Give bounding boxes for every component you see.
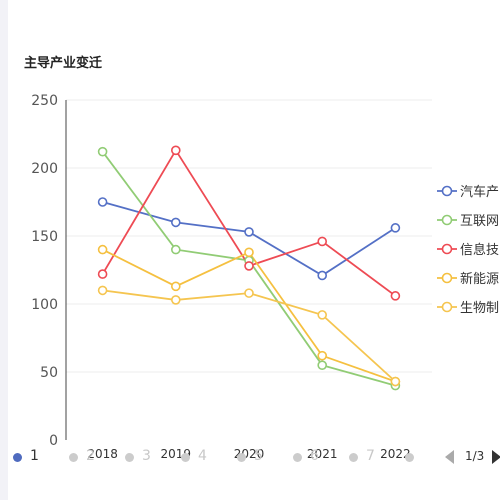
page-dot-8[interactable] <box>405 453 414 462</box>
data-point <box>171 145 181 156</box>
page-number-1[interactable]: 1 <box>30 448 39 464</box>
data-point <box>317 350 328 361</box>
data-point <box>244 247 254 258</box>
y-tick-label: 50 <box>40 365 58 381</box>
x-tick-label: 2021 <box>307 447 338 461</box>
data-point <box>390 376 401 387</box>
y-tick-label: 100 <box>31 297 58 313</box>
data-point <box>171 295 181 305</box>
page-number-3[interactable]: 3 <box>142 448 151 464</box>
legend-label[interactable]: 信息技 <box>460 242 499 258</box>
page-dot-6[interactable] <box>293 453 302 462</box>
y-tick-label: 150 <box>31 229 58 245</box>
y-tick-label: 0 <box>49 433 58 449</box>
data-point <box>390 291 401 301</box>
data-point <box>317 236 328 247</box>
legend-label[interactable]: 汽车产 <box>460 184 499 200</box>
page-dot-4[interactable] <box>181 453 190 462</box>
data-point <box>97 146 108 157</box>
data-point <box>97 244 108 255</box>
left-edge-strip <box>0 0 8 500</box>
data-point <box>171 281 181 292</box>
data-point <box>171 217 181 228</box>
legend-label[interactable]: 互联网 <box>460 214 499 229</box>
data-point <box>97 197 108 207</box>
data-point <box>390 223 401 233</box>
data-point <box>97 269 108 279</box>
x-tick-label: 2022 <box>380 447 411 461</box>
data-point <box>244 227 254 237</box>
page-indicator: 1/3 <box>465 449 485 463</box>
page-number-5[interactable]: 5 <box>254 448 263 464</box>
next-page-arrow-icon[interactable] <box>492 450 500 464</box>
data-point <box>317 310 328 320</box>
page-number-4[interactable]: 4 <box>198 448 207 464</box>
data-point <box>244 261 254 271</box>
legend-marker[interactable] <box>441 272 453 284</box>
y-tick-label: 250 <box>31 93 58 109</box>
x-tick-label: 2018 <box>87 447 118 461</box>
page-navigator: 1 2 3 4 5 6 7 1/3 <box>0 444 500 470</box>
prev-page-arrow-icon[interactable] <box>445 450 454 464</box>
data-point <box>244 288 254 298</box>
data-point <box>171 244 181 255</box>
data-point <box>317 360 328 371</box>
legend-label[interactable]: 新能源 <box>460 271 499 287</box>
page-number-6[interactable]: 6 <box>310 448 319 464</box>
page-number-7[interactable]: 7 <box>366 448 375 464</box>
page-dot-2[interactable] <box>69 453 78 462</box>
legend-label[interactable]: 生物制 <box>460 301 499 316</box>
legend-marker[interactable] <box>441 301 453 313</box>
page-dot-1[interactable] <box>13 453 22 462</box>
data-point <box>317 270 328 281</box>
page-dot-7[interactable] <box>349 453 358 462</box>
series-line <box>101 148 396 297</box>
page-number-2[interactable]: 2 <box>86 448 95 464</box>
chart-title: 主导产业变迁 <box>24 56 103 71</box>
data-point <box>97 285 108 296</box>
y-tick-label: 200 <box>31 161 58 177</box>
page-dot-3[interactable] <box>125 453 134 462</box>
legend-marker[interactable] <box>441 185 453 197</box>
legend-marker[interactable] <box>441 243 453 255</box>
legend-marker[interactable] <box>441 214 453 226</box>
page-dot-5[interactable] <box>237 453 246 462</box>
